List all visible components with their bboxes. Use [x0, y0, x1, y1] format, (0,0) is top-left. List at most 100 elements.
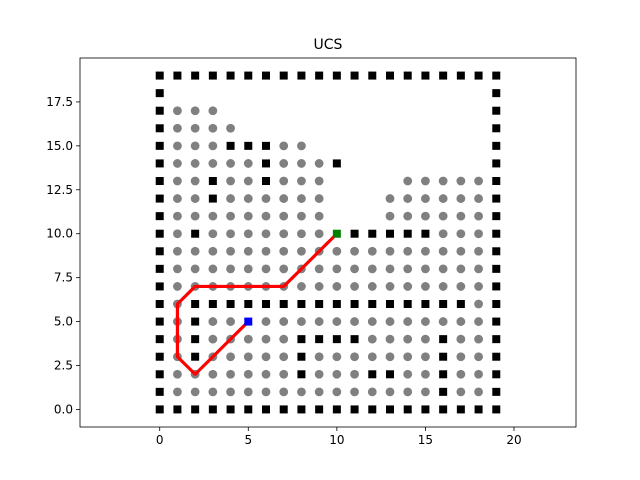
obstacle-marker: [155, 124, 164, 133]
visited-node-marker: [456, 282, 466, 291]
visited-node-marker: [297, 387, 306, 397]
visited-node-marker: [438, 246, 448, 256]
obstacle-marker: [155, 317, 164, 326]
visited-node-marker: [314, 387, 324, 397]
visited-node-marker: [456, 387, 466, 397]
obstacle-marker: [368, 370, 377, 379]
visited-node-marker: [314, 176, 324, 186]
visited-node-marker: [314, 159, 324, 168]
obstacle-marker: [208, 177, 217, 185]
visited-node-marker: [456, 352, 466, 362]
visited-node-marker: [421, 211, 430, 221]
obstacle-marker: [350, 300, 359, 308]
obstacle-marker: [173, 71, 182, 80]
obstacle-marker: [155, 300, 164, 308]
visited-node-marker: [332, 369, 342, 379]
obstacle-marker: [155, 264, 164, 273]
obstacle-marker: [456, 300, 465, 308]
obstacle-marker: [439, 370, 448, 379]
y-tick-label: 17.5: [46, 95, 73, 109]
plot-area: [155, 71, 501, 414]
obstacle-marker: [155, 387, 164, 396]
visited-node-marker: [297, 194, 306, 203]
obstacle-marker: [350, 335, 359, 344]
visited-node-marker: [243, 334, 253, 344]
visited-node-marker: [403, 246, 413, 256]
obstacle-marker: [439, 405, 448, 414]
visited-node-marker: [261, 352, 271, 362]
x-tick-label: 10: [329, 433, 344, 447]
obstacle-marker: [492, 370, 501, 379]
visited-node-marker: [456, 246, 466, 256]
y-tick-label: 15.0: [46, 139, 73, 153]
visited-node-marker: [208, 141, 218, 151]
visited-node-marker: [226, 176, 235, 186]
visited-node-marker: [403, 317, 413, 326]
visited-node-marker: [243, 176, 253, 186]
visited-node-marker: [190, 246, 200, 256]
visited-node-marker: [208, 211, 218, 221]
obstacle-marker: [492, 405, 501, 414]
obstacle-marker: [262, 300, 270, 308]
visited-node-marker: [279, 176, 289, 186]
obstacle-marker: [332, 405, 341, 414]
visited-node-marker: [367, 282, 377, 291]
obstacle-marker: [297, 71, 306, 80]
visited-node-marker: [261, 334, 271, 344]
visited-node-marker: [332, 282, 342, 291]
visited-node-marker: [403, 264, 413, 274]
visited-node-marker: [350, 387, 359, 397]
obstacle-marker: [439, 335, 448, 344]
obstacle-marker: [191, 352, 200, 361]
visited-node-marker: [367, 387, 377, 397]
visited-node-marker: [243, 387, 253, 397]
obstacle-marker: [492, 300, 501, 308]
visited-node-marker: [314, 211, 324, 221]
obstacle-marker: [315, 405, 324, 414]
visited-node-marker: [243, 246, 253, 256]
start-marker: [244, 317, 253, 326]
visited-node-marker: [456, 229, 466, 239]
visited-node-marker: [350, 369, 359, 379]
visited-node-marker: [261, 264, 271, 274]
visited-node-marker: [474, 229, 483, 239]
x-tick-label: 15: [418, 433, 433, 447]
visited-node-marker: [190, 176, 200, 186]
visited-node-marker: [208, 123, 218, 133]
obstacle-marker: [155, 71, 164, 80]
visited-node-marker: [350, 352, 359, 362]
visited-node-marker: [474, 299, 483, 309]
visited-node-marker: [438, 211, 448, 221]
obstacle-marker: [439, 387, 448, 396]
obstacle-marker: [403, 300, 412, 308]
obstacle-marker: [155, 177, 164, 185]
visited-node-marker: [173, 387, 182, 397]
obstacle-marker: [226, 141, 235, 150]
obstacle-marker: [492, 282, 501, 291]
visited-node-marker: [226, 352, 235, 362]
obstacle-marker: [456, 405, 465, 414]
y-tick-label: 10.0: [46, 227, 73, 241]
y-tick-label: 5.0: [54, 315, 73, 329]
visited-node-marker: [279, 141, 289, 151]
visited-node-marker: [297, 229, 306, 239]
obstacle-marker: [262, 141, 270, 150]
obstacle-marker: [279, 405, 288, 414]
x-tick-label: 0: [156, 433, 164, 447]
visited-node-marker: [385, 194, 395, 203]
obstacle-marker: [368, 300, 377, 308]
obstacle-marker: [262, 405, 270, 414]
visited-node-marker: [350, 264, 359, 274]
visited-node-marker: [350, 246, 359, 256]
obstacle-marker: [191, 71, 200, 80]
obstacle-marker: [244, 300, 253, 308]
visited-node-marker: [173, 176, 182, 186]
visited-node-marker: [279, 369, 289, 379]
obstacle-marker: [262, 159, 270, 168]
visited-node-marker: [279, 246, 289, 256]
visited-node-marker: [403, 176, 413, 186]
obstacle-marker: [155, 141, 164, 150]
obstacle-marker: [350, 71, 359, 80]
obstacle-marker: [297, 352, 306, 361]
